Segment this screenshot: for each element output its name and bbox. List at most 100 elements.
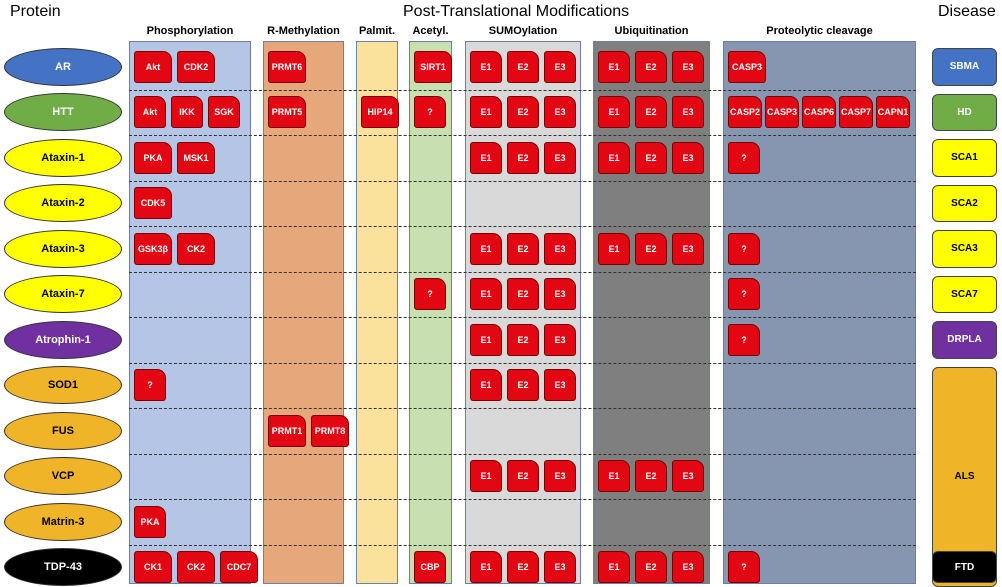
row-divider xyxy=(129,135,916,136)
enzyme-sumo-e3-box: E3 xyxy=(544,323,576,356)
enzyme-ubiq-e2-box: E2 xyxy=(635,460,667,493)
column-rmeth-panel xyxy=(263,41,344,584)
enzyme-acet-sirt1-box: SIRT1 xyxy=(414,50,452,83)
row-divider xyxy=(129,408,916,409)
enzyme-prot--box: ? xyxy=(728,278,760,311)
enzyme-sumo-e3-box: E3 xyxy=(544,278,576,311)
enzyme-ubiq-e1-box: E1 xyxy=(598,232,630,265)
enzyme-rmeth-prmt5-box: PRMT5 xyxy=(268,96,306,129)
enzyme-sumo-e2-box: E2 xyxy=(507,232,539,265)
column-palm-panel xyxy=(356,41,398,584)
enzyme-sumo-e3-box: E3 xyxy=(544,232,576,265)
protein-ar: AR xyxy=(4,47,122,86)
disease-sca2: SCA2 xyxy=(932,184,997,222)
enzyme-phos-ck2-box: CK2 xyxy=(177,551,215,584)
enzyme-sumo-e2-box: E2 xyxy=(507,50,539,83)
enzyme-prot--box: ? xyxy=(728,551,760,584)
disease-sca7: SCA7 xyxy=(932,275,997,313)
enzyme-sumo-e3-box: E3 xyxy=(544,96,576,129)
protein-fus: FUS xyxy=(4,411,122,450)
column-rmeth-header: R-Methylation xyxy=(267,25,340,37)
disease-hd: HD xyxy=(932,93,997,131)
enzyme-ubiq-e2-box: E2 xyxy=(635,141,667,174)
enzyme-sumo-e1-box: E1 xyxy=(470,278,502,311)
enzyme-ubiq-e2-box: E2 xyxy=(635,96,667,129)
enzyme-acet--box: ? xyxy=(414,96,446,129)
enzyme-phos-ck1-box: CK1 xyxy=(134,551,172,584)
column-phos-header: Phosphorylation xyxy=(146,25,234,37)
enzyme-ubiq-e3-box: E3 xyxy=(672,96,704,129)
enzyme-rmeth-prmt6-box: PRMT6 xyxy=(268,50,306,83)
enzyme-phos-pka-box: PKA xyxy=(134,505,166,538)
enzyme-prot-casp3-box: CASP3 xyxy=(728,50,766,83)
enzyme-ubiq-e2-box: E2 xyxy=(635,232,667,265)
enzyme-sumo-e2-box: E2 xyxy=(507,460,539,493)
enzyme-acet--box: ? xyxy=(414,278,446,311)
protein-sod1: SOD1 xyxy=(4,366,122,405)
enzyme-sumo-e1-box: E1 xyxy=(470,323,502,356)
enzyme-sumo-e3-box: E3 xyxy=(544,369,576,402)
enzyme-ubiq-e2-box: E2 xyxy=(635,551,667,584)
column-acet-header: Acetyl. xyxy=(412,25,449,37)
enzyme-palm-hip14-box: HIP14 xyxy=(361,96,399,129)
enzyme-sumo-e3-box: E3 xyxy=(544,50,576,83)
row-divider xyxy=(129,226,916,227)
disease-drpla: DRPLA xyxy=(932,321,997,359)
protein-matrin-3: Matrin-3 xyxy=(4,502,122,541)
enzyme-phos-msk1-box: MSK1 xyxy=(177,141,215,174)
column-ubiq-panel xyxy=(593,41,710,584)
enzyme-ubiq-e2-box: E2 xyxy=(635,50,667,83)
column-sumo-header: SUMOylation xyxy=(488,25,558,37)
protein-ataxin-3: Ataxin-3 xyxy=(4,229,122,268)
row-divider xyxy=(129,544,916,546)
row-divider xyxy=(129,271,916,273)
disease-sca1: SCA1 xyxy=(932,139,997,177)
enzyme-sumo-e3-box: E3 xyxy=(544,141,576,174)
row-divider xyxy=(129,362,916,364)
row-divider xyxy=(129,180,916,182)
enzyme-ubiq-e3-box: E3 xyxy=(672,232,704,265)
column-prot-panel xyxy=(723,41,916,584)
protein-ataxin-1: Ataxin-1 xyxy=(4,138,122,177)
enzyme-sumo-e1-box: E1 xyxy=(470,141,502,174)
protein-header: Protein xyxy=(10,3,61,20)
enzyme-ubiq-e3-box: E3 xyxy=(672,551,704,584)
enzyme-sumo-e1-box: E1 xyxy=(470,551,502,584)
protein-htt: HTT xyxy=(4,93,122,132)
column-prot-header: Proteolytic cleavage xyxy=(766,25,873,37)
enzyme-prot-casp3-box: CASP3 xyxy=(765,96,799,129)
enzyme-prot-capn1-box: CAPN1 xyxy=(876,96,910,129)
enzyme-sumo-e1-box: E1 xyxy=(470,96,502,129)
enzyme-prot--box: ? xyxy=(728,232,760,265)
enzyme-sumo-e2-box: E2 xyxy=(507,96,539,129)
column-sumo-panel xyxy=(465,41,581,584)
column-phos-panel xyxy=(129,41,251,584)
enzyme-sumo-e2-box: E2 xyxy=(507,369,539,402)
enzyme-ubiq-e3-box: E3 xyxy=(672,141,704,174)
enzyme-rmeth-prmt1-box: PRMT1 xyxy=(268,414,306,447)
enzyme-sumo-e2-box: E2 xyxy=(507,278,539,311)
disease-header: Disease xyxy=(938,3,996,20)
column-palm-header: Palmit. xyxy=(358,25,396,37)
enzyme-phos-akt-box: Akt xyxy=(134,50,172,83)
disease-sca3: SCA3 xyxy=(932,230,997,268)
ptm-header: Post-Translational Modifications xyxy=(403,3,630,20)
enzyme-phos-cdk5-box: CDK5 xyxy=(134,187,172,220)
enzyme-prot-casp6-box: CASP6 xyxy=(802,96,836,129)
enzyme-sumo-e1-box: E1 xyxy=(470,369,502,402)
enzyme-sumo-e1-box: E1 xyxy=(470,460,502,493)
row-divider xyxy=(129,89,916,91)
protein-atrophin-1: Atrophin-1 xyxy=(4,320,122,359)
enzyme-sumo-e3-box: E3 xyxy=(544,460,576,493)
column-acet-panel xyxy=(409,41,452,584)
enzyme-sumo-e1-box: E1 xyxy=(470,232,502,265)
disease-als: ALS xyxy=(932,366,997,587)
enzyme-ubiq-e1-box: E1 xyxy=(598,96,630,129)
row-divider xyxy=(129,453,916,455)
enzyme-ubiq-e3-box: E3 xyxy=(672,460,704,493)
enzyme-ubiq-e1-box: E1 xyxy=(598,50,630,83)
enzyme-sumo-e2-box: E2 xyxy=(507,551,539,584)
enzyme-sumo-e2-box: E2 xyxy=(507,141,539,174)
protein-vcp: VCP xyxy=(4,457,122,496)
protein-tdp-43: TDP-43 xyxy=(4,548,122,587)
